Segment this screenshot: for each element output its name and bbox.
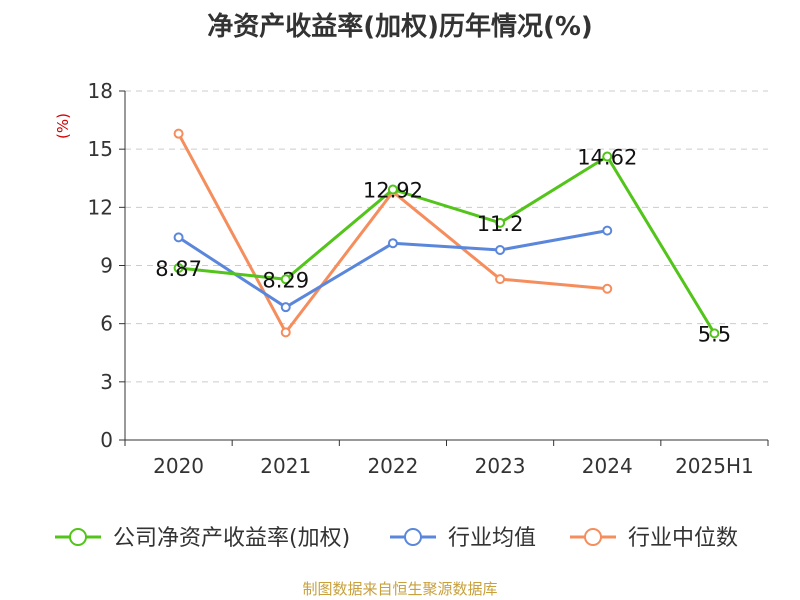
data-labels: 8.87 8.29 12.92 11.2 14.62 5.5 (155, 146, 731, 347)
data-label: 11.2 (477, 212, 524, 236)
series-line-company (178, 155, 716, 335)
y-tick-label: 0 (100, 428, 113, 452)
legend-marker-icon (584, 528, 602, 546)
source-note: 制图数据来自恒生聚源数据库 (302, 580, 498, 598)
legend-label: 公司净资产收益率(加权) (113, 526, 350, 551)
y-tick-label: 15 (88, 137, 113, 161)
axes (119, 90, 769, 446)
data-point-industry_median (280, 327, 291, 338)
x-axis-ticks: 2020 2021 2022 2023 2024 2025H1 (153, 454, 754, 478)
x-tick-label: 2022 (367, 454, 418, 478)
x-tick-label: 2021 (260, 454, 311, 478)
x-tick-label: 2023 (475, 454, 526, 478)
legend-label: 行业中位数 (628, 526, 738, 551)
data-point-company (495, 217, 506, 228)
y-tick-label: 18 (88, 79, 113, 103)
series-industry_median (173, 128, 613, 338)
legend-marker-icon (404, 528, 422, 546)
data-label: 5.5 (698, 322, 731, 346)
data-point-industry_avg (173, 232, 184, 243)
series-line-industry_median (177, 132, 608, 334)
data-point-industry_avg (495, 244, 506, 255)
data-point-company (387, 184, 398, 195)
y-tick-label: 3 (100, 370, 113, 394)
y-tick-label: 6 (100, 312, 113, 336)
y-tick-label: 9 (100, 254, 113, 278)
data-point-industry_median (495, 274, 506, 285)
x-tick-label: 2024 (582, 454, 633, 478)
data-point-industry_avg (387, 238, 398, 249)
legend-label: 行业均值 (448, 526, 536, 551)
data-point-company (173, 263, 184, 274)
x-tick-label: 2020 (153, 454, 204, 478)
x-tick-label: 2025H1 (675, 454, 754, 478)
series-company (173, 151, 720, 339)
legend-item-industry_median: 行业中位数 (570, 526, 738, 551)
data-point-industry_avg (280, 302, 291, 313)
data-point-company (602, 151, 613, 162)
data-label: 8.29 (262, 268, 309, 292)
y-axis-ticks: 0 3 6 9 12 15 18 (88, 79, 113, 452)
legend-item-company: 公司净资产收益率(加权) (55, 526, 350, 551)
y-tick-label: 12 (88, 195, 113, 219)
data-point-company (709, 328, 720, 339)
data-point-company (280, 274, 291, 285)
chart-title: 净资产收益率(加权)历年情况(%) (207, 12, 593, 42)
data-point-industry_median (602, 283, 613, 294)
series-industry_avg (173, 225, 613, 313)
series-group (173, 128, 720, 339)
y-axis-unit-label: (%) (54, 113, 72, 139)
data-label: 12.92 (363, 178, 423, 202)
data-point-industry_median (173, 128, 184, 139)
data-label: 8.87 (155, 257, 202, 281)
data-label: 14.62 (577, 146, 637, 170)
data-point-industry_avg (602, 225, 613, 236)
legend: 公司净资产收益率(加权) 行业均值 行业中位数 (55, 526, 738, 551)
legend-item-industry_avg: 行业均值 (390, 526, 536, 551)
legend-marker-icon (69, 528, 87, 546)
